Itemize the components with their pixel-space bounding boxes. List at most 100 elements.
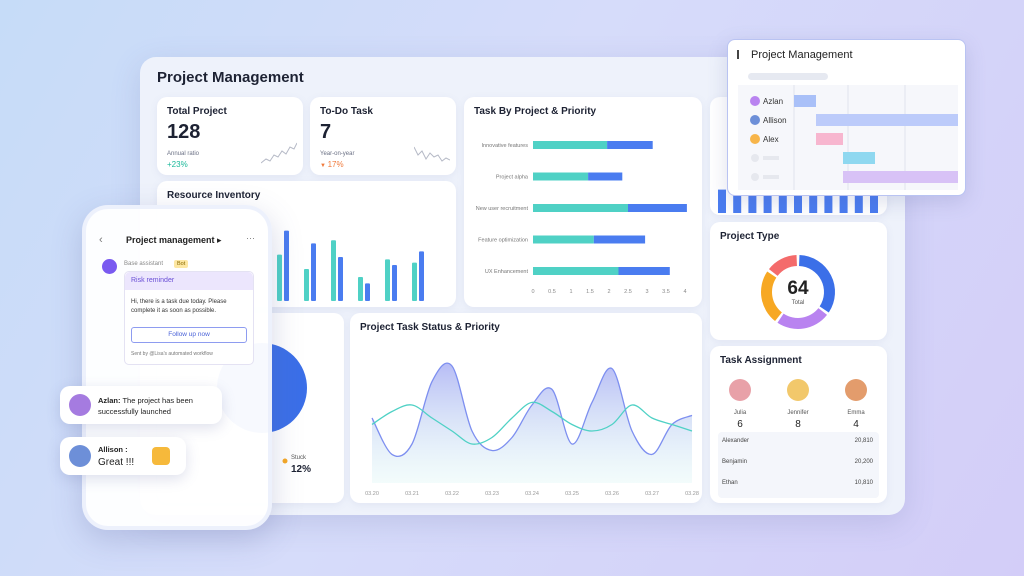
bar	[794, 189, 802, 213]
card-note: Annual ratio	[167, 151, 200, 157]
bar	[284, 230, 289, 301]
bar	[392, 265, 397, 301]
chat-bubble: Azlan: The project has been successfully…	[60, 386, 222, 424]
card-title: Project Type	[720, 231, 780, 242]
chat-sender: Azlan:	[98, 396, 121, 405]
gantt-row-name: Alex	[763, 135, 779, 144]
row-value: 20,200	[854, 459, 873, 465]
bar	[277, 254, 282, 301]
resource-chart	[277, 230, 424, 301]
bar	[412, 262, 417, 301]
avatar	[845, 379, 867, 401]
card-value: 128	[167, 121, 201, 143]
avatar	[787, 379, 809, 401]
person-name: Jennifer	[787, 410, 809, 416]
donut-total: 64	[787, 278, 809, 299]
donut-segment	[761, 271, 782, 322]
bar-segment	[533, 267, 619, 275]
x-tick-label: 03.23	[485, 491, 499, 497]
bar-segment	[628, 204, 687, 212]
total-project-card: Total Project 128 Annual ratio +23%	[157, 97, 303, 175]
reminder-header	[125, 272, 253, 290]
bar-segment	[607, 141, 653, 149]
y-tick-label: Innovative features	[482, 143, 529, 149]
bar	[778, 189, 787, 213]
x-tick-label: 2.5	[624, 289, 632, 295]
dashboard-title: Project Management	[157, 69, 304, 86]
bar	[419, 251, 424, 301]
task-by-project-card: Task By Project & Priority 0 0.5 1 1.5 2 2.5 3…	[464, 97, 702, 307]
table-bg	[718, 432, 879, 498]
bar	[358, 277, 363, 301]
reminder-footer: Sent by @Lisa's automated workflow	[131, 351, 213, 357]
row-name: Ethan	[722, 480, 738, 486]
bar	[385, 259, 390, 301]
reminder-title: Risk reminder	[131, 277, 175, 284]
change-value: 17%	[327, 160, 344, 169]
bar-segment	[618, 267, 670, 275]
card-title: Task By Project & Priority	[474, 106, 597, 117]
bar	[331, 240, 336, 301]
chat-sender: Allison :	[98, 445, 128, 454]
card-title: Project Task Status & Priority	[360, 322, 500, 333]
bar	[854, 188, 863, 213]
y-tick-label: New user recruitment	[476, 206, 529, 212]
reminder-message: Hi, there is a task due today. Please co…	[131, 299, 227, 314]
x-tick-label: 1.5	[586, 289, 594, 295]
x-tick-label: 03.25	[565, 491, 579, 497]
gantt-card: Project Management Azlan Allison Alex	[727, 39, 966, 196]
bar-segment	[588, 172, 623, 181]
sparkline	[261, 142, 297, 164]
follow-up-button[interactable]: Follow up now	[131, 327, 247, 343]
back-button[interactable]: ‹	[99, 234, 103, 246]
avatar	[69, 394, 91, 416]
todo-task-card: To-Do Task 7 Year-on-year ▼ 17%	[310, 97, 456, 175]
line	[371, 401, 693, 445]
x-tick-label: 03.21	[405, 491, 419, 497]
x-tick-label: 2	[607, 289, 610, 295]
person-count: 6	[737, 419, 743, 430]
gantt-title: Project Management	[751, 49, 853, 61]
y-tick-label: UX Enhancement	[485, 269, 529, 275]
x-tick-label: 03.26	[605, 491, 619, 497]
bar	[809, 188, 818, 213]
task-status-chart: 03.20 03.21 03.22 03.23 03.24 03.25 03.26 03.27…	[365, 362, 699, 497]
bar	[338, 257, 343, 301]
bar	[839, 189, 848, 213]
task-bar-chart: 0 0.5 1 1.5 2 2.5 3 3.5 4 Innovative features Proj…	[476, 141, 687, 295]
x-tick-label: 03.20	[365, 491, 379, 497]
bar-segment	[533, 204, 628, 212]
row-value: 20,810	[854, 438, 873, 444]
row-name: Alexander	[722, 438, 750, 444]
card-change: ▼ 17%	[320, 160, 344, 169]
x-tick-label: 4	[683, 289, 686, 295]
gantt-row-name: Allison	[763, 116, 787, 125]
chat-text: Azlan: The project has been successfully…	[98, 395, 216, 417]
weekly-chart	[718, 188, 878, 213]
bar	[733, 188, 742, 213]
avatar	[69, 445, 91, 467]
reminder-card: Risk reminder Hi, there is a task due to…	[124, 271, 254, 365]
assistant-name: Base assistant	[124, 261, 164, 267]
chat-message: Great !!!	[98, 457, 135, 468]
bar	[748, 189, 757, 213]
gantt-grid	[738, 85, 958, 190]
y-tick-label: Feature optimization	[478, 238, 528, 244]
more-button[interactable]: ···	[246, 233, 255, 243]
line	[371, 362, 693, 457]
person-count: 8	[795, 419, 801, 430]
y-tick-label: Project alpha	[496, 175, 529, 181]
gantt-icon	[737, 50, 746, 59]
avatar	[729, 379, 751, 401]
phone-title: Project management ▸	[126, 235, 222, 245]
project-type-card: Project Type 64 Total	[710, 222, 887, 340]
x-tick-label: 0.5	[548, 289, 556, 295]
donut-segment	[777, 308, 828, 329]
person-count: 4	[853, 419, 859, 430]
bar-segment	[533, 235, 594, 244]
assignment-body: Julia 6 Jennifer 8 Emma 4 Alexander 20,810 Benja…	[710, 346, 887, 503]
bar-segment	[533, 172, 589, 181]
bar	[311, 243, 316, 301]
task-assignment-card: Task Assignment Julia 6 Jennifer 8 Emma 4 Alex…	[710, 346, 887, 503]
x-tick-label: 03.22	[445, 491, 459, 497]
